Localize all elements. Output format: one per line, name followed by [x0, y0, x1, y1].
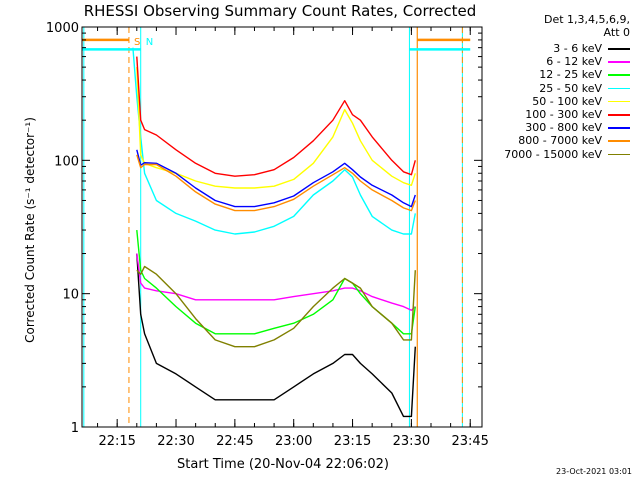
- legend-label: 25 - 50 keV: [539, 81, 602, 95]
- legend-swatch: [608, 140, 630, 142]
- legend-entry: 800 - 7000 keV: [480, 134, 632, 147]
- legend-entry: 100 - 300 keV: [480, 108, 632, 121]
- x-tick-label: 23:45: [451, 434, 488, 449]
- legend-swatch: [608, 48, 630, 50]
- legend-label: 7000 - 15000 keV: [504, 147, 602, 161]
- legend-label: 6 - 12 keV: [546, 55, 602, 69]
- flag-annotation: N: [146, 37, 153, 48]
- series-line: [136, 265, 416, 348]
- legend-label: 800 - 7000 keV: [518, 134, 602, 148]
- x-tick-label: 23:30: [393, 434, 430, 449]
- y-axis-label: Corrected Count Rate (s⁻¹ detector⁻¹): [23, 117, 37, 343]
- series-line: [136, 67, 416, 189]
- series-line: [132, 47, 416, 235]
- legend-swatch: [608, 61, 630, 63]
- legend-label: 12 - 25 keV: [539, 68, 602, 82]
- legend-swatch: [608, 100, 630, 103]
- legend-entry: 300 - 800 keV: [480, 121, 632, 134]
- flag-annotation: S: [134, 37, 140, 48]
- legend-label: 300 - 800 keV: [525, 121, 602, 135]
- legend-label: 100 - 300 keV: [525, 108, 602, 121]
- legend-swatch: [608, 114, 630, 116]
- legend-swatch: [608, 153, 630, 156]
- series-line: [136, 253, 416, 418]
- y-tick-label: 10: [62, 288, 79, 303]
- legend-entry: 50 - 100 keV: [480, 95, 632, 108]
- legend-entry: 7000 - 15000 keV: [480, 148, 632, 161]
- x-tick-label: 22:30: [157, 434, 194, 449]
- legend-entry: 6 - 12 keV: [480, 55, 632, 68]
- x-tick-label: 22:15: [98, 434, 135, 449]
- legend-swatch: [608, 127, 630, 129]
- series-line: [136, 253, 416, 311]
- footer-date: 23-Oct-2021 03:01: [556, 467, 632, 476]
- legend-header: Det 1,3,4,5,6,9, Att 0: [480, 13, 630, 39]
- y-tick-label: 1000: [46, 21, 79, 36]
- chart-title: RHESSI Observing Summary Count Rates, Co…: [84, 2, 477, 20]
- legend-header-line: Att 0: [603, 26, 630, 39]
- legend-header-line: Det 1,3,4,5,6,9,: [543, 13, 630, 26]
- plot-frame: [81, 26, 483, 428]
- x-tick-label: 23:00: [275, 434, 312, 449]
- y-tick-label: 100: [54, 154, 79, 169]
- y-tick-label: 1: [71, 421, 79, 436]
- legend-swatch: [608, 74, 630, 76]
- legend-swatch: [608, 87, 630, 90]
- series-line: [136, 56, 416, 177]
- x-tick-label: 23:15: [334, 434, 371, 449]
- x-tick-label: 22:45: [216, 434, 253, 449]
- x-axis-label: Start Time (20-Nov-04 22:06:02): [177, 457, 389, 472]
- legend-label: 50 - 100 keV: [532, 94, 602, 108]
- series-line: [136, 154, 416, 212]
- legend-entry: 25 - 50 keV: [480, 82, 632, 95]
- legend-entry: 3 - 6 keV: [480, 42, 632, 55]
- legend-entry: 12 - 25 keV: [480, 68, 632, 81]
- legend-label: 3 - 6 keV: [553, 42, 602, 55]
- series-line: [136, 149, 416, 208]
